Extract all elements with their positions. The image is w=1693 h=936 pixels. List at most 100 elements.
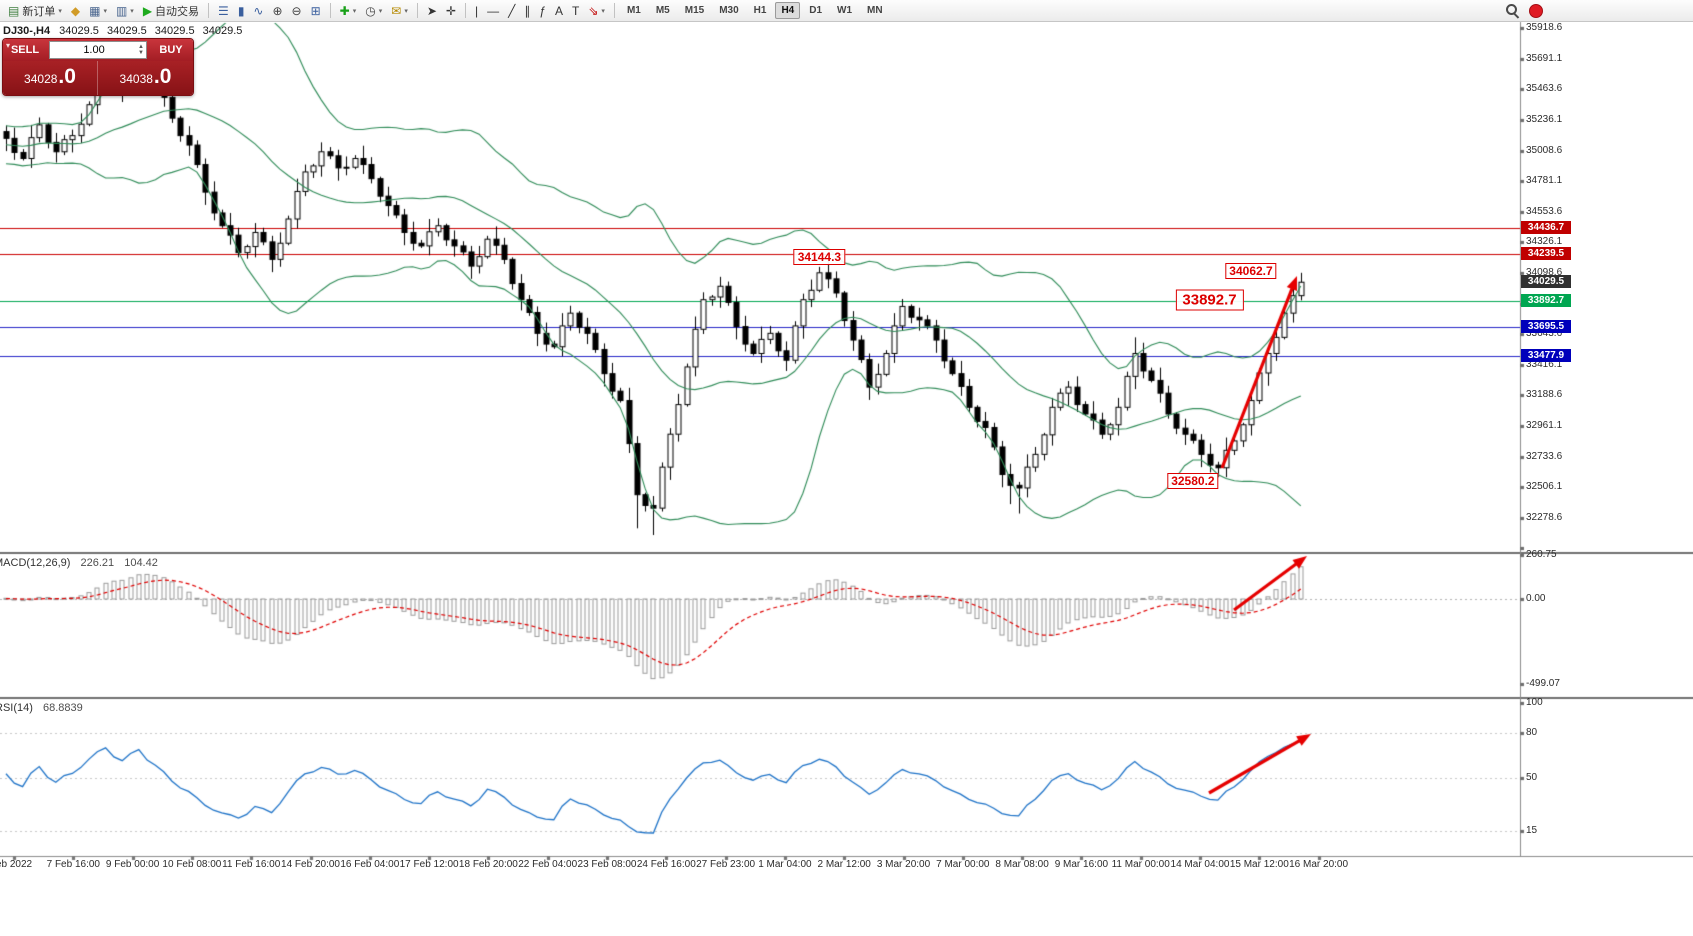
templates-icon[interactable]: ✉ ▾ xyxy=(387,1,412,20)
price-annotation[interactable]: 32580.2 xyxy=(1167,472,1219,489)
time-axis-label: 7 Mar 00:00 xyxy=(936,859,990,870)
tile-windows-icon[interactable]: ⊞ xyxy=(307,1,325,20)
arrows-tool-icon[interactable]: ⇘ ▾ xyxy=(584,1,609,20)
tf-m15-button[interactable]: M15 xyxy=(679,2,710,19)
one-click-price-row: 34028 .0 34038 .0 xyxy=(3,61,193,95)
chevron-down-icon: ▾ xyxy=(58,7,62,15)
time-axis-label: 8 Mar 08:00 xyxy=(995,859,1049,870)
time-axis-label: 3 Mar 20:00 xyxy=(876,859,931,870)
line-chart-icon: ∿ xyxy=(253,3,264,18)
toolbar-separator xyxy=(329,3,331,18)
time-axis-label: 14 Feb 20:00 xyxy=(281,859,340,870)
time-axis-label: 2 Mar 12:00 xyxy=(817,859,871,870)
horizontal-line-icon[interactable]: — xyxy=(483,1,503,20)
candlestick-chart-icon[interactable]: ▮ xyxy=(234,1,249,20)
time-axis-label: 15 Mar 12:00 xyxy=(1229,859,1289,870)
price-annotation[interactable]: 33892.7 xyxy=(1175,289,1244,311)
indicators-icon[interactable]: ✚ ▾ xyxy=(336,1,361,20)
equidistant-channel-icon[interactable]: ∥ xyxy=(520,1,534,20)
price-axis-tick: 35918.6 xyxy=(1526,22,1563,34)
time-axis-label: 17 Feb 12:00 xyxy=(399,859,459,870)
search-icon[interactable] xyxy=(1506,4,1520,18)
text-tool-icon: A xyxy=(555,3,564,18)
autotrading-button-label: 自动交易 xyxy=(155,5,200,18)
one-click-header-row: SELL ▲ ▼ BUY xyxy=(3,39,193,61)
arrows-tool-icon: ⇘ xyxy=(588,3,599,18)
symbol-period-label: DJ30-,H4 xyxy=(3,25,51,37)
tf-d1-button[interactable]: D1 xyxy=(803,2,828,19)
fibonacci-icon[interactable]: ƒ xyxy=(535,1,550,20)
zoom-in-icon[interactable]: ⊕ xyxy=(268,1,286,20)
label-tool-icon: T xyxy=(572,3,580,18)
buy-button[interactable]: BUY xyxy=(149,39,193,61)
volume-input[interactable] xyxy=(50,43,139,57)
label-tool-icon[interactable]: T xyxy=(568,1,583,20)
volume-up-icon[interactable]: ▲ xyxy=(138,44,144,50)
macd-indicator-label: MACD(12,26,9) 226.21 104.42 xyxy=(0,557,158,569)
time-axis-label: 9 Mar 16:00 xyxy=(1054,859,1109,870)
macd-axis-tick: 260.75 xyxy=(1526,548,1557,560)
one-click-collapse-icon[interactable]: ▾ xyxy=(6,41,11,50)
new-chart-icon[interactable]: ▦ ▾ xyxy=(85,1,111,20)
quote-high: 34029.5 xyxy=(106,25,147,37)
tf-m30-button[interactable]: M30 xyxy=(713,2,744,19)
volume-down-icon[interactable]: ▼ xyxy=(138,50,144,56)
time-axis-label: 16 Feb 04:00 xyxy=(340,859,400,870)
tf-w1-button[interactable]: W1 xyxy=(831,2,858,19)
rsi-axis-tick: 15 xyxy=(1526,824,1538,836)
time-axis-label: 27 Feb 23:00 xyxy=(696,859,756,870)
buy-price[interactable]: 34038 .0 xyxy=(98,61,193,95)
tf-h1-button[interactable]: H1 xyxy=(748,2,773,19)
rsi-axis-tick: 50 xyxy=(1526,772,1538,783)
price-axis-tick: 33416.1 xyxy=(1526,358,1563,370)
bar-chart-icon: ☰ xyxy=(218,3,229,18)
price-axis-tick: 34098.6 xyxy=(1526,266,1563,278)
new-order-button[interactable]: ▤ 新订单 ▾ xyxy=(4,1,66,20)
macd-value: 226.21 xyxy=(80,557,115,569)
tf-m5-button[interactable]: M5 xyxy=(650,2,676,19)
price-annotation[interactable]: 34144.3 xyxy=(793,249,846,266)
volume-control[interactable]: ▲ ▼ xyxy=(49,41,147,59)
rsi-name: RSI(14) xyxy=(0,702,33,714)
line-chart-icon[interactable]: ∿ xyxy=(249,1,267,20)
trendline-icon[interactable]: ╱ xyxy=(504,1,519,20)
tf-m1-button[interactable]: M1 xyxy=(621,2,647,19)
charts-diamond-icon[interactable]: ◆ xyxy=(67,1,84,20)
zoom-out-icon[interactable]: ⊖ xyxy=(288,1,306,20)
templates-icon: ✉ xyxy=(391,3,402,18)
chevron-down-icon: ▾ xyxy=(378,7,383,15)
profiles-icon[interactable]: ▥ ▾ xyxy=(112,1,138,20)
rsi-axis-tick: 80 xyxy=(1526,727,1538,738)
tf-mn-button[interactable]: MN xyxy=(861,2,889,19)
vertical-line-icon[interactable]: | xyxy=(471,1,482,20)
volume-spinner[interactable]: ▲ ▼ xyxy=(138,44,146,56)
toolbar-right-group xyxy=(1506,0,1543,22)
sell-price[interactable]: 34028 .0 xyxy=(3,61,98,95)
indicators-icon: ✚ xyxy=(339,3,350,18)
chevron-down-icon: ▾ xyxy=(130,7,134,15)
chart-header: DJ30-,H4 34029.5 34029.5 34029.5 34029.5 xyxy=(3,25,247,37)
candlestick-chart-icon: ▮ xyxy=(237,3,245,18)
price-annotation[interactable]: 34062.7 xyxy=(1225,262,1277,279)
community-icon[interactable] xyxy=(1529,4,1543,18)
cursor-icon[interactable]: ➤ xyxy=(423,1,441,20)
periods-clock-icon[interactable]: ◷ ▾ xyxy=(361,1,386,20)
cursor-icon: ➤ xyxy=(426,3,437,18)
bar-chart-icon[interactable]: ☰ xyxy=(214,1,233,20)
price-axis-tick: 33188.6 xyxy=(1526,389,1563,401)
quote-open: 34029.5 xyxy=(59,25,99,37)
main-toolbar: ▤ 新订单 ▾ ◆ ▦ ▾ ▥ ▾ ▶ 自动交易 ☰ ▮ ∿ ⊕ ⊖ ⊞ ✚ ▾ ◷ ▾ ✉ ▾ ➤ ✛ | — ╱ ∥ ƒ A T ⇘ ▾ M1… xyxy=(0,0,1693,22)
zoom-in-icon: ⊕ xyxy=(272,3,283,18)
new-chart-icon: ▦ xyxy=(89,3,101,18)
price-axis-tick: 35691.1 xyxy=(1526,52,1563,64)
text-tool-icon[interactable]: A xyxy=(551,1,567,20)
crosshair-icon[interactable]: ✛ xyxy=(442,1,460,20)
autotrading-button[interactable]: ▶ 自动交易 xyxy=(139,1,203,20)
price-axis-tick: 35008.6 xyxy=(1526,144,1563,156)
new-order-button-label: 新订单 xyxy=(22,5,56,18)
sell-button[interactable]: SELL xyxy=(3,39,47,61)
toolbar-separator xyxy=(208,3,210,18)
tf-h4-button[interactable]: H4 xyxy=(775,2,801,19)
